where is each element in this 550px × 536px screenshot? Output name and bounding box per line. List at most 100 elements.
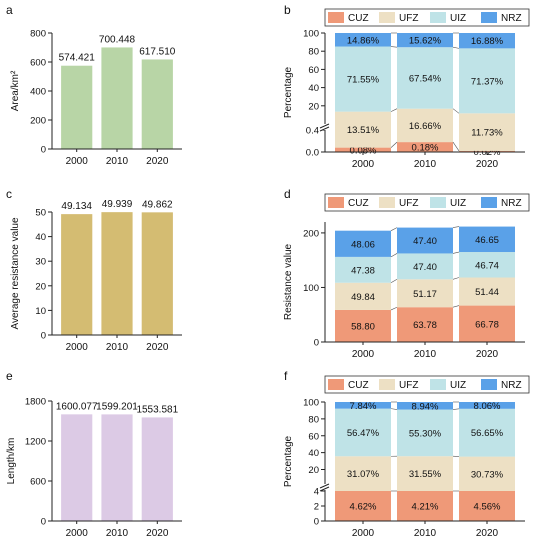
- chart-b-segment-ufz: [459, 113, 515, 151]
- chart-d-segment-ufz: [397, 279, 453, 308]
- chart-e-bar: [141, 417, 173, 521]
- legend-swatch-ufz: [379, 197, 395, 208]
- chart-d-segment-label: 47.40: [413, 236, 437, 247]
- chart-b-axis-break-gap: [321, 124, 329, 130]
- chart-f-ytick-label: 0: [314, 517, 319, 528]
- legend-swatch-cuz: [328, 379, 344, 390]
- chart-b-ytick-label: 60: [308, 65, 319, 76]
- chart-f-segment-cuz: [335, 491, 391, 521]
- chart-d-segment-uiz: [335, 256, 391, 283]
- chart-d-xtick-label: 2000: [352, 349, 375, 360]
- chart-b-connector: [390, 141, 398, 148]
- chart-a-ytick-label: 200: [30, 116, 46, 127]
- chart-d-segment-ufz: [335, 282, 391, 310]
- legend-label-uiz: UIZ: [450, 380, 466, 391]
- chart-c-ytick-label: 10: [35, 306, 46, 317]
- chart-d-connector: [390, 279, 398, 284]
- chart-d-segment-label: 48.06: [351, 239, 375, 250]
- chart-e-bar-value-label: 1600.077: [56, 401, 98, 412]
- chart-d-connector: [452, 226, 460, 228]
- legend-label-nrz: NRZ: [501, 198, 522, 209]
- chart-f-xtick-label: 2010: [414, 528, 437, 536]
- chart-f-segment-ufz: [459, 456, 515, 491]
- legend-label-cuz: CUZ: [348, 198, 369, 209]
- chart-c-bar: [101, 212, 133, 335]
- chart-c-bar-value-label: 49.134: [61, 201, 92, 212]
- chart-e-ytick-label: 1800: [25, 397, 46, 408]
- chart-b-segment-label: 71.55%: [347, 75, 380, 86]
- chart-b-segment-label: 16.88%: [471, 36, 504, 47]
- chart-d-segment-uiz: [397, 253, 453, 280]
- chart-f-axis-break-mark: [319, 486, 330, 492]
- legend-swatch-nrz: [481, 12, 497, 23]
- chart-d-segment-nrz: [335, 230, 391, 257]
- chart-b-segment-cuz: [397, 142, 453, 152]
- chart-f-segment-ufz: [335, 456, 391, 491]
- chart-d-segment-label: 47.38: [351, 265, 375, 276]
- chart-d-segment-nrz: [397, 227, 453, 254]
- chart-b-segment-uiz: [459, 48, 515, 114]
- legend-label-uiz: UIZ: [450, 13, 466, 24]
- chart-d-xtick-label: 2010: [414, 349, 437, 360]
- chart-c-ytick-label: 50: [35, 208, 46, 219]
- chart-b-segment-label: 67.54%: [409, 73, 442, 84]
- legend-label-uiz: UIZ: [450, 198, 466, 209]
- chart-e-bar-value-label: 1553.581: [136, 404, 178, 415]
- legend-swatch-uiz: [430, 12, 446, 23]
- chart-a-bar-value-label: 617.510: [139, 46, 176, 57]
- chart-c-ytick-label: 40: [35, 232, 46, 243]
- chart-f-ytick-label: 100: [303, 398, 319, 409]
- chart-f-ylabel: Percentage: [283, 435, 294, 487]
- chart-d-segment-uiz: [459, 252, 515, 278]
- chart-b-connector: [390, 46, 398, 48]
- chart-b-segment-uiz: [397, 47, 453, 109]
- chart-d-segment-nrz: [459, 226, 515, 253]
- chart-d-segment-cuz: [335, 309, 391, 342]
- chart-f-segment-nrz: [335, 402, 391, 409]
- chart-c-xtick-label: 2020: [146, 342, 169, 353]
- chart-b-segment-nrz: [397, 33, 453, 48]
- chart-e-xtick-label: 2020: [146, 528, 169, 536]
- chart-a-ytick-label: 0: [41, 145, 46, 156]
- chart-f-ytick-label: 60: [308, 431, 319, 442]
- legend-label-ufz: UFZ: [399, 198, 418, 209]
- chart-f-segment-uiz: [459, 408, 515, 457]
- legend-swatch-nrz: [481, 379, 497, 390]
- legend-label-cuz: CUZ: [348, 13, 369, 24]
- chart-b-segment-label: 13.51%: [347, 125, 380, 136]
- chart-b-ytick-label: 0.0: [306, 148, 319, 159]
- chart-f-segment-label: 55.30%: [409, 428, 442, 439]
- chart-a-bar-value-label: 574.421: [59, 53, 96, 64]
- chart-f-segment-nrz: [397, 402, 453, 410]
- chart-b-ytick-label: 20: [308, 101, 319, 112]
- chart-a-xtick-label: 2020: [146, 156, 169, 167]
- chart-a-bar: [61, 65, 93, 149]
- chart-f-segment-label: 4.21%: [412, 502, 439, 513]
- chart-b-connector: [390, 108, 398, 112]
- chart-a-xtick-label: 2010: [106, 156, 129, 167]
- chart-d-segment-cuz: [459, 305, 515, 342]
- chart-c-bar: [61, 214, 93, 335]
- legend-swatch-cuz: [328, 12, 344, 23]
- chart-c-ylabel: Average resistance value: [10, 217, 21, 330]
- chart-d-segment-label: 46.65: [475, 235, 499, 246]
- chart-d-ytick-label: 200: [303, 228, 319, 239]
- chart-b-segment-ufz: [335, 111, 391, 148]
- chart-f-segment-label: 8.06%: [474, 401, 501, 412]
- chart-b-ytick-label: 0.4: [306, 126, 319, 137]
- chart-d-segment-label: 58.80: [351, 321, 375, 332]
- chart-b-segment-label: 0.08%: [350, 145, 377, 156]
- chart-a-ytick-label: 600: [30, 58, 46, 69]
- chart-a-bar: [141, 59, 173, 150]
- panel-label-b: b: [284, 3, 291, 17]
- chart-f-ytick-label: 4: [314, 487, 319, 498]
- chart-d-segment-cuz: [397, 307, 453, 342]
- chart-d-segment-label: 46.74: [475, 260, 499, 271]
- legend-swatch-cuz: [328, 197, 344, 208]
- chart-b-xtick-label: 2010: [414, 159, 437, 170]
- chart-f-segment-label: 4.62%: [350, 502, 377, 513]
- chart-d-segment-label: 47.40: [413, 262, 437, 273]
- chart-b-xtick-label: 2000: [352, 159, 375, 170]
- chart-b-segment-label: 0.18%: [412, 143, 439, 154]
- chart-b-segment-ufz: [397, 108, 453, 143]
